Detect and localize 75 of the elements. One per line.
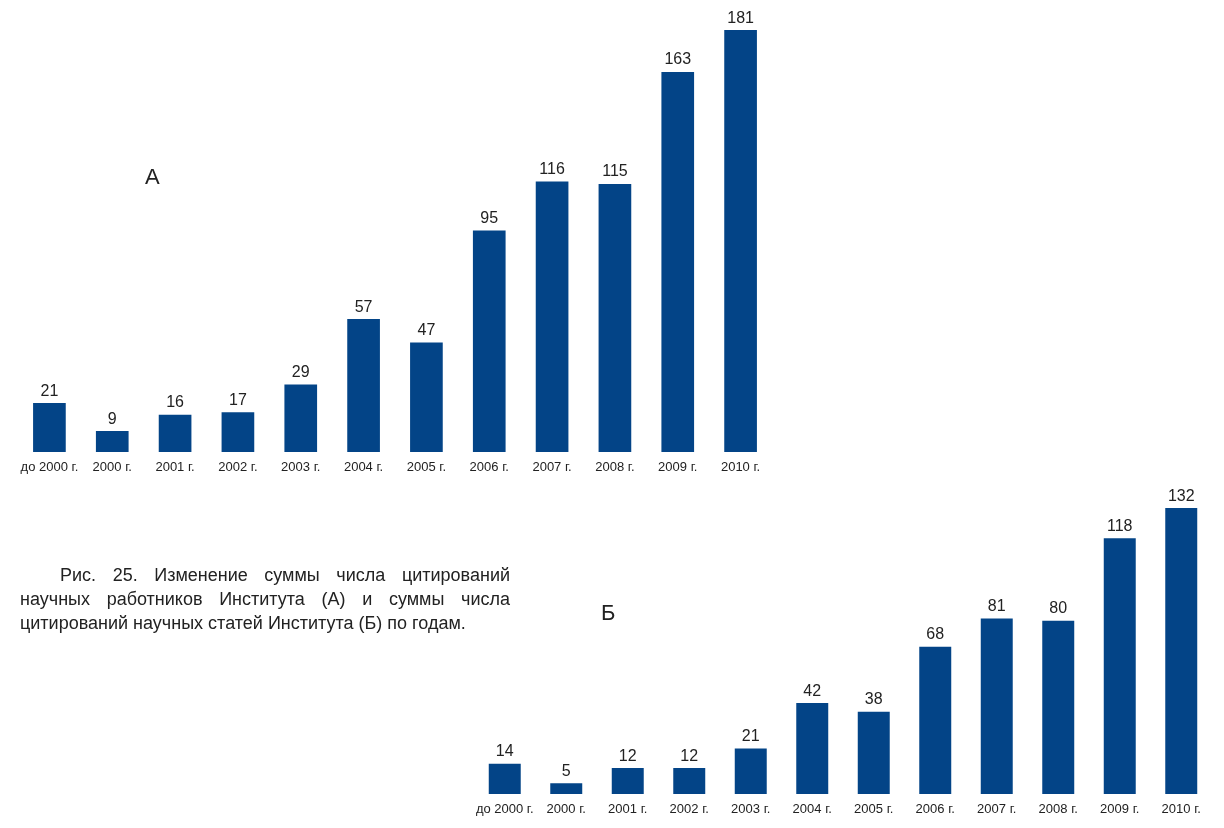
data-label: 21 [741,727,760,744]
text: Б [601,599,616,625]
bar [33,403,66,452]
x-tick-label: 2003 г. [281,459,321,474]
data-label: 181 [727,8,755,26]
bar [673,768,706,794]
text: А [145,163,160,189]
data-label: 118 [1106,516,1133,534]
x-tick-label: 2005 г. [854,801,894,816]
x-tick-label: до 2000 г. [475,801,534,816]
data-label: 9 [107,409,117,427]
data-label: 132 [1167,486,1195,504]
data-label: 163 [664,50,692,68]
data-label: 29 [291,362,310,380]
x-tick-label: 2002 г. [218,459,258,474]
bar [95,431,129,452]
x-tick-label: 2000 г. [546,801,586,816]
bar [1042,620,1075,794]
x-tick-label: 2010 г. [720,459,761,474]
data-label: 95 [480,209,499,227]
data-label: 68 [926,625,945,643]
x-tick-label: 2006 г. [915,801,955,816]
data-label: 12 [680,746,699,764]
x-tick-label: 2010 г. [1161,801,1201,816]
bar [347,319,380,452]
data-label: 81 [987,597,1006,614]
bar [158,414,192,452]
annotation: Рис. 25. Изменение суммы числа цитирований научных работников Института (А) и суммы числа цитирований научных статей Института (Б) по годам. [20,564,510,635]
bar [284,384,318,452]
bar [1103,538,1136,794]
x-tick-label: 2001 г. [155,459,195,474]
bar [724,30,757,452]
bar [410,342,443,452]
x-tick-label: 2007 г. [977,801,1017,816]
data-label: 17 [229,390,247,408]
bar [598,183,632,452]
x-tick-label: 2009 г. [1100,801,1140,816]
bar [488,763,521,794]
bar [857,711,890,794]
x-tick-label: 2000 г. [92,459,132,474]
data-label: 16 [166,393,185,411]
data-label: 47 [417,320,436,338]
x-tick-label: до 2000 г. [20,459,79,474]
x-tick-label: 2008 г. [1038,801,1078,816]
data-label: 5 [561,761,571,779]
data-label: 57 [354,297,373,315]
x-tick-label: 2009 г. [658,459,698,474]
data-label: 21 [40,381,59,399]
bar [550,783,583,794]
x-tick-label: 2002 г. [669,801,709,816]
x-tick-label: 2003 г. [731,801,771,816]
x-tick-label: 2004 г. [792,801,832,816]
data-label: 38 [864,690,883,708]
data-label: 14 [495,742,514,760]
bar [611,768,644,794]
data-label: 116 [539,160,565,178]
data-label: 115 [602,162,628,180]
x-tick-label: 2005 г. [406,459,447,474]
data-label: 42 [803,681,822,699]
bar [980,618,1013,794]
bar [535,181,569,452]
x-tick-label: 2004 г. [343,459,384,474]
data-label: 80 [1049,599,1068,617]
bar [661,71,695,452]
data-label: 12 [618,746,637,764]
bar [472,230,506,452]
bar [221,412,255,452]
bar [734,748,767,794]
bar [919,646,952,794]
x-tick-label: 2001 г. [608,801,648,816]
bar [796,703,829,794]
x-tick-label: 2007 г. [532,459,572,474]
bar [1165,508,1198,794]
x-tick-label: 2008 г. [595,459,635,474]
x-tick-label: 2006 г. [469,459,509,474]
